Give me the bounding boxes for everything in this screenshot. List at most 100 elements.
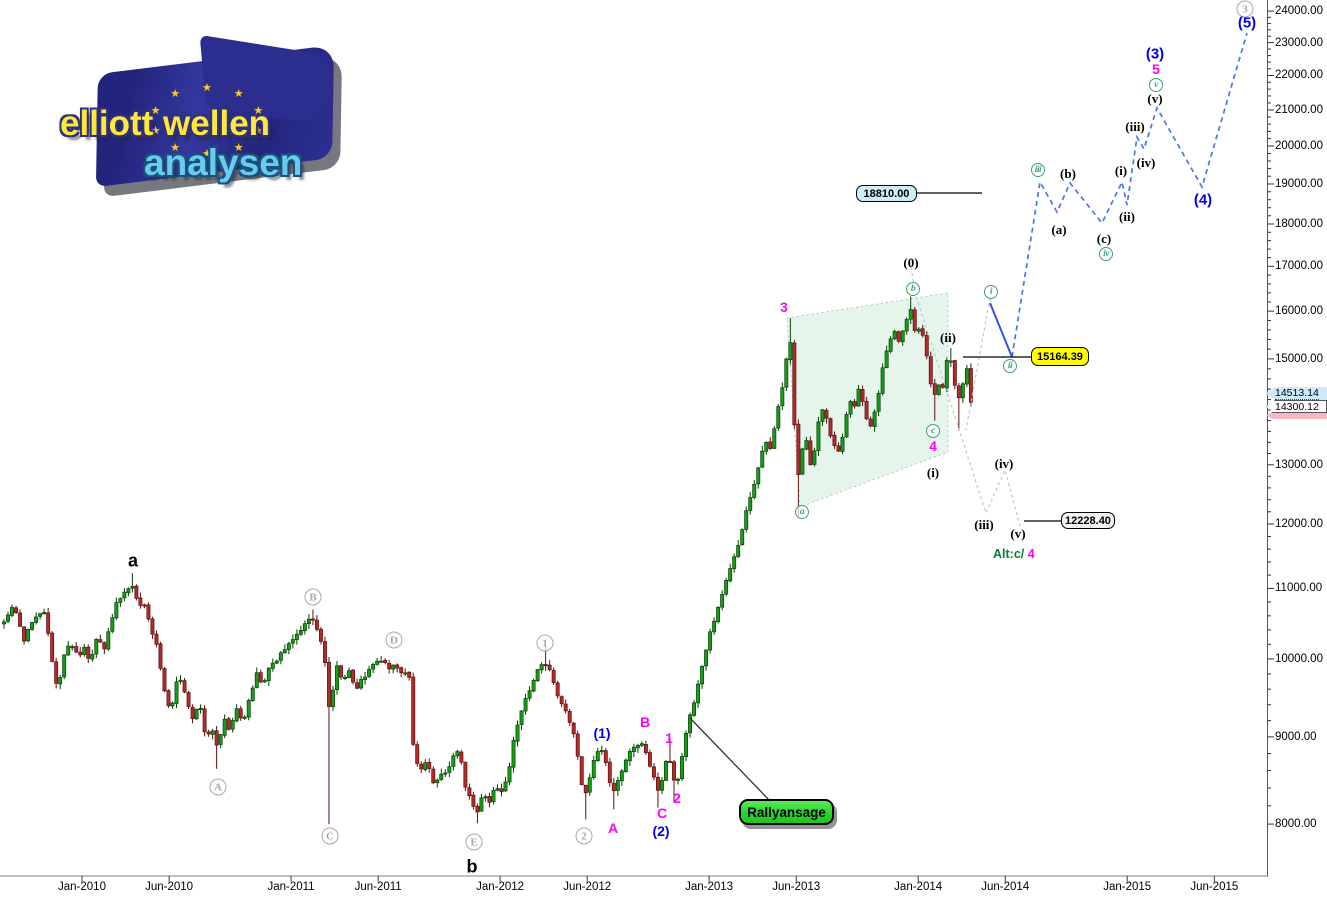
candle [90,654,95,660]
wave-label: (4) [1193,191,1213,209]
candle [431,768,436,784]
wave-label: (ii) [1119,209,1135,224]
candle [359,679,364,689]
candle [627,751,632,762]
candle [491,790,496,803]
candle [415,744,420,764]
candle [130,586,135,589]
candle [82,647,87,656]
candle [331,689,335,708]
alt-count-label: Alt:c/ 4 [993,547,1035,561]
candle [242,716,247,719]
x-axis-label: Jun-2012 [563,881,612,893]
candle [804,440,809,450]
flag-star-icon: ★ [233,141,244,154]
candle [876,392,881,412]
x-axis-label: Jan-2015 [1103,881,1152,893]
candle [664,761,668,781]
wave-label: (iii) [974,517,994,532]
candle [114,602,119,619]
wave-label: (i) [1114,163,1128,178]
candle [684,732,688,757]
y-axis[interactable] [1267,10,1275,825]
candle [18,612,22,627]
candle [218,734,223,745]
candle [768,441,773,449]
candle [343,676,347,679]
candle [579,756,584,785]
y-axis-label: 20000.00 [1275,140,1323,153]
candle [860,389,865,402]
candle [166,690,171,707]
candle [567,711,572,723]
candle [427,762,432,769]
bull-projection-solid [989,302,1013,358]
candle [531,680,536,692]
candle [828,418,833,437]
y-axis-label: 9000.00 [1275,730,1317,743]
candle [471,794,476,807]
candle [736,545,741,557]
candle [126,588,131,594]
candle [102,642,107,650]
candle [158,643,163,669]
rallyansage-callout-button[interactable]: Rallyansage [739,799,834,825]
candle [591,760,596,778]
wave-label: 4 [929,438,937,454]
wave-label: A [607,820,619,836]
candle [134,585,139,599]
wave-label: (1) [593,725,611,741]
candle [511,740,516,768]
candle [904,319,909,332]
candle [202,708,207,733]
candle [387,662,392,670]
wave-label: B [639,714,651,730]
candle [230,720,235,730]
wave-label: 5 [1152,61,1160,77]
x-axis-label: Jan-2013 [685,881,734,893]
flag-star-icon: ★ [202,148,212,160]
candle [190,706,195,719]
candle [290,639,295,644]
candle [956,385,961,399]
wave-label-circled: b [906,282,920,296]
wave-label: C [656,805,668,821]
candle [892,331,897,340]
candle [379,660,384,663]
candle [206,731,211,735]
candle [784,358,789,388]
site-logo: ★ ★ ★ ★ ★ ★ ★ ★ ★ ★ elliott wellen analysen [52,34,362,199]
alt-count-wave: 4 [1027,547,1035,561]
candle [495,788,500,791]
candle [302,623,307,632]
candle [14,607,18,613]
candle [603,750,608,763]
candle [270,662,275,669]
wave-label-circled: 3 [1236,0,1254,18]
candle [920,328,925,336]
candle [595,751,600,762]
candle [607,761,612,783]
price-level-label-18810[interactable]: 18810.00 [856,185,917,202]
candle [619,770,624,782]
candle [908,309,913,320]
x-axis-label: Jun-2013 [772,881,821,893]
logo-text-line1: elliott wellen [60,104,271,143]
y-axis-label: 15000.00 [1275,352,1323,365]
candle [455,751,460,757]
candle [375,660,380,665]
y-axis-label: 21000.00 [1275,103,1323,116]
candle [912,309,917,331]
candle [435,779,440,784]
candle [451,755,456,767]
candle [808,440,813,466]
candle [712,620,717,633]
candle [964,368,969,385]
price-level-label-12228[interactable]: 12228.40 [1061,512,1115,529]
candle [238,708,243,719]
wave-label: (iv) [994,456,1014,471]
candle [74,646,79,653]
price-level-label-15164[interactable]: 15164.39 [1031,347,1089,366]
wave-label: (c) [1096,231,1112,246]
